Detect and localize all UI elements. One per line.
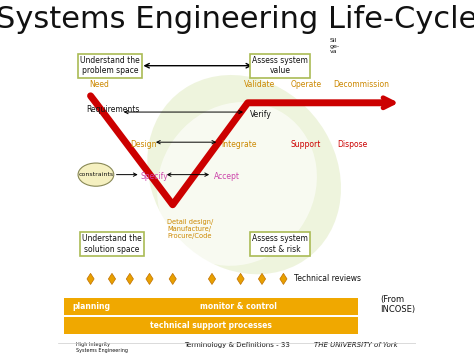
Text: Requirements: Requirements <box>86 105 140 114</box>
Polygon shape <box>126 273 133 284</box>
Polygon shape <box>209 273 216 284</box>
Text: Assess system
value: Assess system value <box>252 56 308 75</box>
Text: Design: Design <box>130 140 156 149</box>
Text: Operate: Operate <box>291 80 322 89</box>
Polygon shape <box>258 273 265 284</box>
Polygon shape <box>280 273 287 284</box>
Text: Technical reviews: Technical reviews <box>294 274 361 283</box>
Text: technical support processes: technical support processes <box>150 321 272 330</box>
Text: THE UNIVERSITY of York: THE UNIVERSITY of York <box>314 342 398 348</box>
Ellipse shape <box>157 102 317 266</box>
Text: Systems Engineering Life-Cycle: Systems Engineering Life-Cycle <box>0 5 474 34</box>
Text: Need: Need <box>89 80 109 89</box>
Ellipse shape <box>147 75 341 274</box>
Text: Integrate: Integrate <box>221 140 256 149</box>
Text: Support: Support <box>291 140 321 149</box>
Text: Terminology & Definitions - 33: Terminology & Definitions - 33 <box>184 342 290 348</box>
Text: monitor & control: monitor & control <box>201 302 277 311</box>
Text: constraints: constraints <box>78 172 113 177</box>
FancyBboxPatch shape <box>119 299 358 315</box>
Text: High Integrity
Systems Engineering: High Integrity Systems Engineering <box>76 342 128 353</box>
Polygon shape <box>146 273 153 284</box>
Text: Understand the
solution space: Understand the solution space <box>82 234 142 254</box>
Text: planning: planning <box>73 302 110 311</box>
Text: Sil
ge-
va: Sil ge- va <box>330 38 340 55</box>
FancyBboxPatch shape <box>64 299 119 315</box>
FancyBboxPatch shape <box>64 317 358 334</box>
Text: Validate: Validate <box>244 80 275 89</box>
Text: Dispose: Dispose <box>337 140 367 149</box>
Polygon shape <box>109 273 116 284</box>
Polygon shape <box>237 273 244 284</box>
Ellipse shape <box>78 163 114 186</box>
Text: Specify: Specify <box>141 173 168 181</box>
Polygon shape <box>87 273 94 284</box>
Text: Detail design/
Manufacture/
Procure/Code: Detail design/ Manufacture/ Procure/Code <box>167 219 214 239</box>
Text: Verify: Verify <box>249 110 272 119</box>
Text: (From
INCOSE): (From INCOSE) <box>380 295 415 314</box>
Text: Decommission: Decommission <box>333 80 390 89</box>
Polygon shape <box>169 273 176 284</box>
Text: Assess system
cost & risk: Assess system cost & risk <box>252 234 308 254</box>
Text: Accept: Accept <box>214 173 240 181</box>
Text: Understand the
problem space: Understand the problem space <box>80 56 140 75</box>
